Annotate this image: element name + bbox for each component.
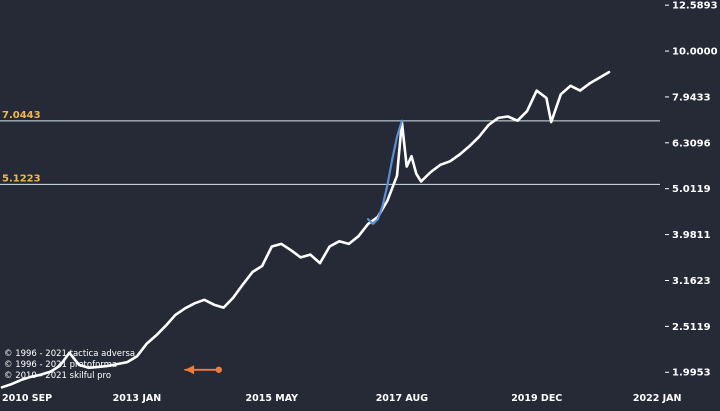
- y-tick-label: 3.1623: [672, 276, 711, 287]
- curve-line: [367, 119, 403, 225]
- y-tick-label: 5.0119: [672, 184, 711, 195]
- y-tick-label: 7.9433: [672, 92, 711, 103]
- y-tick-label: 3.9811: [672, 230, 711, 241]
- price-line: [0, 70, 611, 389]
- y-axis: 12.5893 10.0000 7.9433 6.3096 5.0119 3.9811 3.…: [665, 1, 718, 379]
- level-label: 7.0443: [2, 110, 41, 121]
- x-tick-label: 2017 AUG: [376, 393, 429, 404]
- y-tick-label: 10.0000: [672, 47, 718, 58]
- x-tick-label: 2015 MAY: [246, 393, 299, 404]
- copyright-block: © 1996 - 2021 tactica adversa © 1996 - 2…: [4, 349, 135, 381]
- arrow-head: [185, 365, 195, 375]
- x-tick-label: 2019 DEC: [511, 393, 562, 404]
- credit-line: © 2010 - 2021 skilful pro: [4, 371, 111, 381]
- series-layer: [0, 70, 611, 389]
- y-tick-label: 1.9953: [672, 368, 711, 379]
- y-tick-label: 12.5893: [672, 1, 718, 12]
- arrow-start-point: [215, 366, 222, 373]
- x-tick-label: 2013 JAN: [113, 393, 162, 404]
- credit-line: © 1996 - 2021 protoforma: [4, 360, 117, 370]
- credit-line: © 1996 - 2021 tactica adversa: [4, 349, 135, 359]
- level-label: 5.1223: [2, 173, 41, 184]
- y-tick-label: 6.3096: [672, 138, 711, 149]
- x-tick-label: 2010 SEP: [2, 393, 52, 404]
- y-tick-label: 2.5119: [672, 322, 711, 333]
- level-lines: 7.0443 5.1223: [0, 110, 660, 185]
- x-tick-label: 2022 JAN: [633, 393, 682, 404]
- x-axis: 2010 SEP 2013 JAN 2015 MAY 2017 AUG 2019 DEC…: [2, 393, 682, 404]
